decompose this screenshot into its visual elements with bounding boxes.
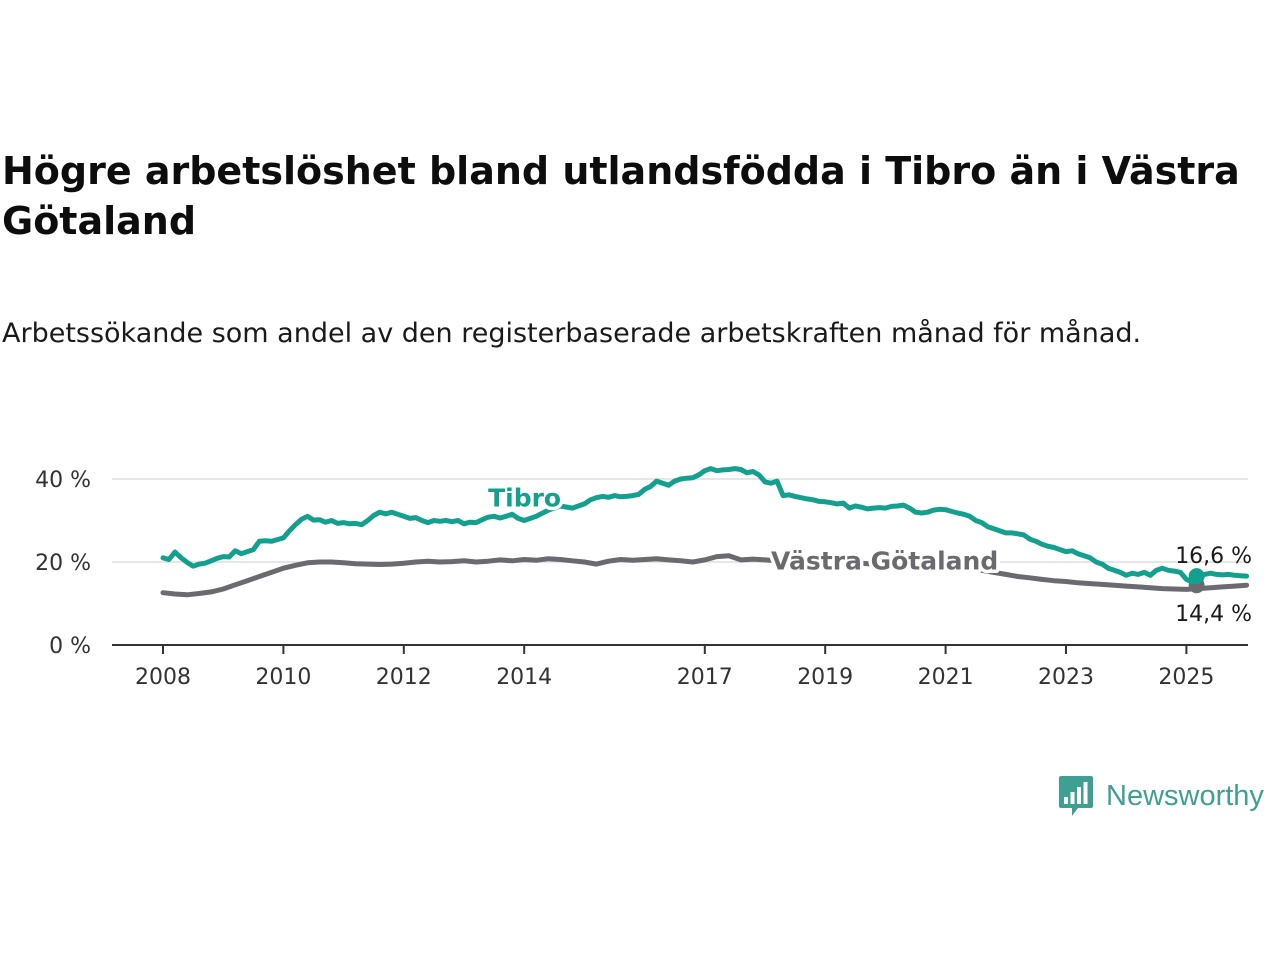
x-tick-label: 2014	[496, 665, 552, 690]
x-axis-ticks: 2008 2010 2012 2014 2017 2019 2021 2023 2025	[135, 645, 1214, 690]
gridlines	[112, 478, 1248, 563]
x-tick-label: 2008	[135, 665, 191, 690]
newsworthy-logo: Newsworthy	[1058, 773, 1264, 819]
x-tick-label: 2025	[1158, 665, 1214, 690]
series-labels: Tibro 16,6 % Västra Götaland 14,4 %	[485, 480, 1252, 627]
series-label: Tibro	[488, 483, 561, 512]
series-lines	[160, 466, 1250, 598]
y-axis-ticks: 0 % 20 % 40 %	[35, 468, 91, 659]
series-line-vastra-gotaland	[160, 553, 1250, 598]
y-tick-label: 0 %	[49, 634, 91, 659]
line-chart: 0 % 20 % 40 % 2008 2010 2012 2014 2017 2019 2021…	[35, 466, 1252, 690]
series-label: Västra Götaland	[771, 546, 998, 575]
x-tick-label: 2017	[677, 665, 733, 690]
x-tick-label: 2012	[376, 665, 432, 690]
bar-chart-speech-bubble-icon	[1059, 776, 1093, 816]
x-tick-label: 2010	[255, 665, 311, 690]
brand-name: Newsworthy	[1106, 779, 1264, 812]
x-tick-label: 2021	[918, 665, 974, 690]
chart-subtitle: Arbetssökande som andel av den registerb…	[2, 318, 1142, 349]
x-tick-label: 2023	[1038, 665, 1094, 690]
x-tick-label: 2019	[797, 665, 853, 690]
series-end-point	[1188, 568, 1205, 585]
end-value-label: 14,4 %	[1175, 602, 1252, 627]
end-value-label: 16,6 %	[1175, 544, 1252, 569]
series-line-tibro	[160, 466, 1250, 585]
y-tick-label: 20 %	[35, 551, 91, 576]
chart-title: Högre arbetslöshet bland utlandsfödda i …	[2, 149, 1240, 243]
y-tick-label: 40 %	[35, 468, 91, 493]
